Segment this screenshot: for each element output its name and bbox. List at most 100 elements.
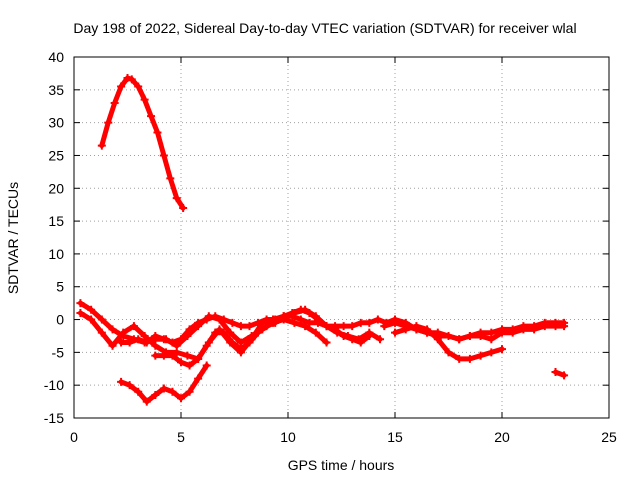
data-point <box>254 318 263 327</box>
y-tick-label: 10 <box>48 246 64 262</box>
x-tick-label: 5 <box>177 429 185 445</box>
data-point <box>168 387 177 396</box>
data-point <box>348 335 357 344</box>
data-point <box>236 345 245 354</box>
data-point <box>166 174 175 183</box>
y-tick-label: 35 <box>48 82 64 98</box>
data-point <box>159 335 168 344</box>
data-point <box>194 374 203 383</box>
data-point <box>322 322 331 331</box>
x-tick-label: 25 <box>601 429 617 445</box>
data-point <box>519 322 528 331</box>
data-point <box>177 358 185 367</box>
data-point <box>262 315 271 324</box>
series-low-dip <box>117 361 211 406</box>
data-point <box>487 348 496 357</box>
data-point <box>172 194 181 203</box>
data-point <box>194 318 203 327</box>
data-point <box>179 203 188 212</box>
y-axis-label: SDTVAR / TECUs <box>5 182 21 294</box>
data-point <box>339 322 348 331</box>
data-point <box>211 312 220 321</box>
data-point <box>219 328 228 337</box>
data-point <box>125 338 134 347</box>
data-point <box>228 318 237 327</box>
data-point <box>168 338 177 347</box>
data-point <box>290 318 299 327</box>
data-point <box>444 348 453 357</box>
data-point <box>142 397 151 406</box>
data-point <box>202 315 211 324</box>
data-point <box>185 361 194 370</box>
data-point <box>339 331 348 340</box>
data-point <box>423 328 432 337</box>
data-point <box>127 75 136 84</box>
data-point <box>110 98 119 107</box>
data-point <box>129 322 138 331</box>
data-point <box>498 345 506 354</box>
data-point <box>76 308 85 317</box>
data-point <box>125 381 134 390</box>
data-point <box>476 351 485 360</box>
data-point <box>172 348 181 357</box>
data-point <box>151 341 160 350</box>
data-point <box>391 328 399 337</box>
series-low-3 <box>151 305 374 370</box>
data-point <box>305 308 314 317</box>
data-point <box>117 338 126 347</box>
data-point <box>401 322 410 331</box>
chart-title: Day 198 of 2022, Sidereal Day-to-day VTE… <box>73 20 576 36</box>
y-tick-label: 15 <box>48 213 64 229</box>
data-point <box>245 338 254 347</box>
data-point <box>311 328 320 337</box>
data-point <box>123 74 132 83</box>
series-arc-high <box>97 74 188 212</box>
data-point <box>540 318 549 327</box>
data-point <box>159 151 168 160</box>
data-point <box>97 315 106 324</box>
series-layer <box>76 74 569 406</box>
data-point <box>183 351 192 360</box>
data-point <box>194 354 203 363</box>
data-point <box>140 95 149 104</box>
data-point <box>373 315 382 324</box>
y-tick-label: 0 <box>56 312 64 328</box>
data-point <box>97 328 106 337</box>
data-point <box>391 318 399 327</box>
data-point <box>142 338 151 347</box>
y-tick-label: 5 <box>56 279 64 295</box>
data-point <box>177 394 185 403</box>
data-point <box>455 354 464 363</box>
series-low-4 <box>117 312 399 347</box>
data-point <box>313 318 322 327</box>
data-point <box>455 335 464 344</box>
data-point <box>331 322 340 331</box>
x-tick-label: 0 <box>70 429 78 445</box>
series-late-point <box>551 368 569 380</box>
data-point <box>356 338 365 347</box>
data-point <box>551 368 560 377</box>
data-point <box>159 384 168 393</box>
tick-layer: 0 5 10 15 20 25 -15 -10 -5 0 5 10 15 20 25 30 35 40 <box>44 49 617 445</box>
data-point <box>444 331 453 340</box>
data-point <box>117 82 126 91</box>
data-point <box>151 331 160 340</box>
data-point <box>76 299 85 308</box>
data-point <box>380 322 389 331</box>
data-point <box>465 331 474 340</box>
data-point <box>202 341 211 350</box>
y-tick-label: 25 <box>48 147 64 163</box>
data-point <box>296 305 305 314</box>
data-point <box>202 361 211 370</box>
data-point <box>104 118 113 127</box>
data-point <box>508 325 517 334</box>
data-point <box>236 322 245 331</box>
data-point <box>228 338 237 347</box>
data-point <box>151 391 160 400</box>
data-point <box>151 351 160 360</box>
data-point <box>476 328 485 337</box>
data-point <box>87 305 96 314</box>
